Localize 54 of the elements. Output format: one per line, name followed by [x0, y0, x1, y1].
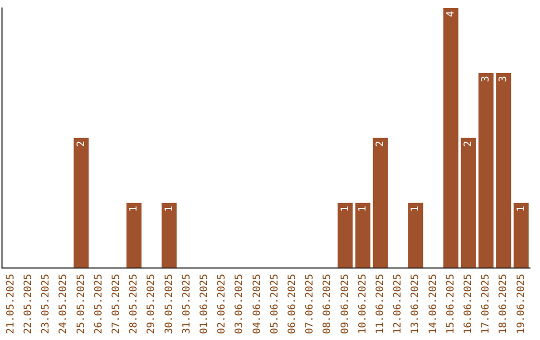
data-label: 2 — [76, 140, 87, 147]
x-tick-label: 03.06.2025 — [234, 274, 246, 334]
x-tick-label: 29.05.2025 — [146, 274, 158, 334]
x-tick-label: 22.05.2025 — [22, 274, 34, 334]
bar — [514, 202, 529, 268]
data-label: 1 — [410, 206, 422, 212]
bar — [408, 202, 424, 268]
data-label: 3 — [480, 76, 492, 82]
x-tick-label: 12.06.2025 — [392, 274, 404, 334]
data-label: 1 — [164, 206, 175, 212]
bar — [355, 202, 370, 268]
x-tick-label: 06.06.2025 — [286, 274, 298, 334]
x-tick-label: 25.05.2025 — [76, 274, 87, 334]
data-label: 1 — [357, 206, 368, 212]
x-tick-label: 14.06.2025 — [428, 274, 439, 334]
x-tick-label: 21.05.2025 — [5, 274, 16, 334]
x-tick-label: 02.06.2025 — [216, 274, 228, 334]
x-tick-label: 18.06.2025 — [498, 274, 510, 334]
x-tick-label: 31.05.2025 — [181, 274, 192, 334]
x-tick-label: 08.06.2025 — [322, 274, 334, 334]
x-tick-label: 09.06.2025 — [340, 274, 351, 334]
data-label: 1 — [516, 206, 527, 212]
x-tick-label: 13.06.2025 — [410, 274, 422, 334]
bar — [443, 8, 458, 268]
x-tick-label: 15.06.2025 — [445, 274, 456, 334]
bar — [372, 138, 388, 268]
x-tick-label: 19.06.2025 — [516, 274, 527, 334]
x-tick-label: 10.06.2025 — [357, 274, 368, 334]
x-tick-label: 24.05.2025 — [58, 274, 70, 334]
data-label: 2 — [374, 140, 386, 147]
x-tick-label: 26.05.2025 — [93, 274, 104, 334]
x-tick-label: 23.05.2025 — [40, 274, 52, 334]
x-tick-label: 07.06.2025 — [304, 274, 316, 334]
bar — [126, 202, 142, 268]
data-label: 4 — [445, 11, 456, 18]
data-label: 2 — [462, 140, 474, 147]
bar — [74, 138, 89, 268]
bar — [338, 202, 353, 268]
data-label: 3 — [498, 76, 510, 82]
x-tick-label: 05.06.2025 — [269, 274, 280, 334]
data-label: 1 — [340, 206, 351, 212]
bar — [496, 72, 512, 268]
x-tick-label: 01.06.2025 — [198, 274, 210, 334]
x-tick-label: 17.06.2025 — [480, 274, 492, 334]
x-tick-label: 04.06.2025 — [252, 274, 263, 334]
x-tick-label: 28.05.2025 — [128, 274, 140, 334]
bar — [478, 72, 494, 268]
x-tick-label: 30.05.2025 — [164, 274, 175, 334]
bar — [162, 202, 177, 268]
x-tick-label: 27.05.2025 — [110, 274, 122, 334]
x-tick-label: 11.06.2025 — [374, 274, 386, 334]
x-tick-label: 16.06.2025 — [462, 274, 474, 334]
data-label: 1 — [128, 206, 140, 212]
bar — [460, 138, 476, 268]
